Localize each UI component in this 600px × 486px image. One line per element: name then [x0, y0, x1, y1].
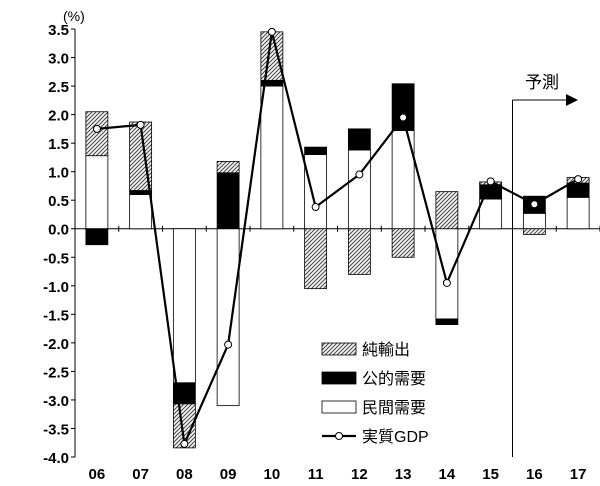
y-tick-label: 1.5 — [48, 136, 69, 153]
legend-label: 民間需要 — [362, 399, 426, 417]
bar-segment — [479, 198, 503, 230]
y-tick-label: -2.0 — [43, 336, 69, 353]
y-tick-label: 2.0 — [48, 108, 69, 125]
y-tick-label: -2.5 — [43, 364, 69, 381]
bar-segment — [391, 83, 415, 131]
gdp-point — [442, 278, 451, 287]
bar-segment — [304, 228, 328, 290]
legend-swatch — [321, 400, 357, 414]
gdp-point — [224, 340, 233, 349]
bar-segment — [85, 228, 109, 246]
legend-swatch — [321, 342, 357, 356]
bar-segment — [85, 111, 109, 157]
x-tick-label: 12 — [351, 466, 368, 483]
legend-swatch-marker — [335, 432, 343, 440]
gdp-point — [530, 200, 539, 209]
gdp-point — [355, 170, 364, 179]
y-tick-label: 3.0 — [48, 51, 69, 68]
y-tick-label: -1.0 — [43, 279, 69, 296]
x-tick-label: 07 — [132, 466, 149, 483]
bar-segment — [216, 160, 240, 174]
bar-segment — [216, 228, 240, 407]
bar-segment — [566, 196, 590, 230]
bar-segment — [260, 85, 284, 230]
y-tick-label: 1.0 — [48, 165, 69, 182]
y-tick-label: -0.5 — [43, 250, 69, 267]
gdp-point — [92, 124, 101, 133]
bar-segment — [347, 228, 371, 275]
y-tick-label: -4.0 — [43, 450, 69, 467]
y-unit-label: (%) — [63, 8, 85, 24]
y-tick-label: -3.0 — [43, 393, 69, 410]
x-tick-label: 17 — [570, 466, 587, 483]
bar-segment — [85, 155, 109, 230]
legend-label: 実質GDP — [362, 428, 429, 446]
gdp-line — [96, 31, 579, 448]
x-tick-label: 09 — [220, 466, 237, 483]
bar-segment — [304, 146, 328, 155]
bar-segment — [347, 149, 371, 230]
y-tick-label: 3.5 — [48, 22, 69, 39]
bar-segment — [129, 190, 153, 195]
bar-segment — [435, 318, 459, 326]
bar-segment — [172, 228, 196, 384]
gdp-point — [136, 120, 145, 129]
forecast-label: 予測 — [525, 73, 559, 92]
x-tick-label: 14 — [439, 466, 456, 483]
bar-segment — [435, 228, 459, 320]
y-tick-label: -3.5 — [43, 421, 69, 438]
legend-label: 公的需要 — [362, 370, 426, 388]
gdp-point — [267, 27, 276, 36]
legend-swatch — [321, 371, 357, 385]
x-tick-label: 13 — [395, 466, 412, 483]
x-tick-label: 11 — [308, 466, 324, 483]
bar-segment — [347, 128, 371, 151]
x-tick-label: 06 — [89, 466, 106, 483]
bar-segment — [522, 212, 546, 230]
y-tick-label: 2.5 — [48, 79, 69, 96]
x-tick-label: 10 — [264, 466, 281, 483]
gdp-point — [399, 113, 408, 122]
gdp-point — [574, 175, 583, 184]
forecast-arrow-head — [566, 94, 578, 106]
bar-segment — [522, 228, 546, 235]
bar-segment — [216, 172, 240, 230]
bar-segment — [566, 182, 590, 198]
gdp-point — [311, 203, 320, 212]
y-tick-label: -1.5 — [43, 307, 69, 324]
gdp-point — [180, 439, 189, 448]
legend-label: 純輸出 — [362, 341, 410, 359]
y-tick-label: 0.0 — [48, 222, 69, 239]
bar-segment — [391, 228, 415, 258]
x-tick-label: 16 — [526, 466, 543, 483]
bar-segment — [304, 154, 328, 230]
bar-segment — [435, 191, 459, 230]
bar-segment — [129, 194, 153, 230]
x-tick-label: 15 — [482, 466, 499, 483]
x-tick-label: 08 — [176, 466, 193, 483]
gdp-point — [486, 177, 495, 186]
y-tick-label: 0.5 — [48, 193, 69, 210]
